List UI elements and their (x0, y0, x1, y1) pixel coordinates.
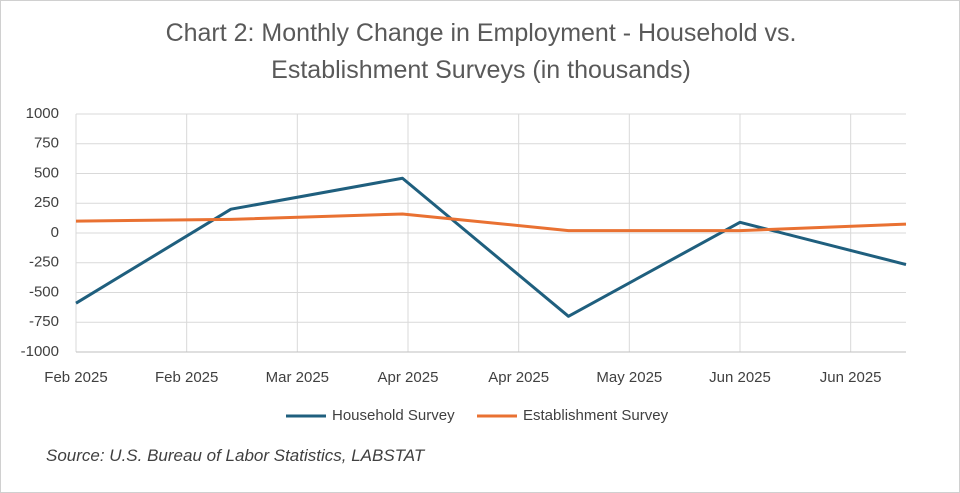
y-tick-label: -500 (29, 283, 59, 300)
y-tick-label: -750 (29, 313, 59, 330)
legend-label: Household Survey (332, 407, 455, 424)
x-tick-label: Feb 2025 (44, 369, 107, 386)
y-tick-label: 500 (34, 164, 59, 181)
y-tick-label: 0 (51, 224, 59, 241)
y-tick-label: -1000 (21, 343, 59, 360)
x-tick-label: May 2025 (596, 369, 662, 386)
legend-label: Establishment Survey (523, 407, 669, 424)
x-tick-label: Jun 2025 (820, 369, 882, 386)
source-note: Source: U.S. Bureau of Labor Statistics,… (46, 446, 425, 465)
y-tick-label: 1000 (26, 105, 59, 122)
y-tick-label: -250 (29, 254, 59, 271)
chart-title: Chart 2: Monthly Change in Employment - … (165, 19, 797, 84)
y-tick-label: 250 (34, 194, 59, 211)
x-tick-label: Apr 2025 (378, 369, 439, 386)
series-line (75, 176, 907, 318)
x-tick-label: Jun 2025 (709, 369, 771, 386)
x-tick-label: Mar 2025 (266, 369, 329, 386)
series-line (75, 212, 907, 233)
y-tick-label: 750 (34, 135, 59, 152)
x-tick-label: Apr 2025 (488, 369, 549, 386)
x-tick-label: Feb 2025 (155, 369, 218, 386)
